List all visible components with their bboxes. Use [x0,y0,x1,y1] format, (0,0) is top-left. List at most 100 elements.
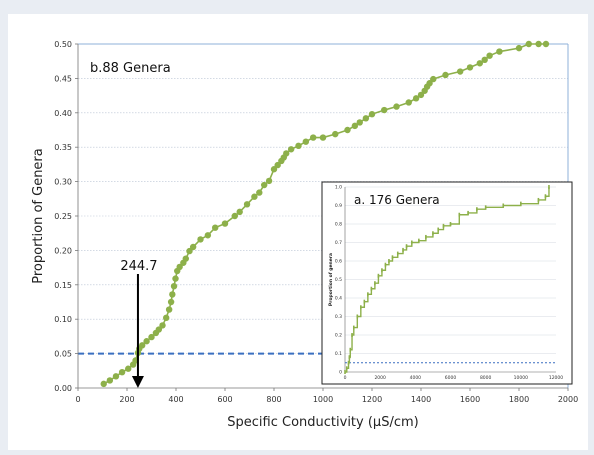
y-tick-label-6: 0.30 [54,178,72,187]
data-point [302,138,310,145]
y-axis-title: Proportion of Genera [31,148,46,284]
main-axes: 0.000.050.100.150.200.250.300.350.400.45… [31,40,578,430]
data-point [125,365,132,372]
y-tick-label-10: 0.50 [54,40,72,49]
inset-y-tick-label-8: 0.8 [335,222,342,228]
data-point [118,368,126,376]
y-tick-label-0: 0.00 [54,384,72,393]
data-point [486,52,493,59]
data-point [426,80,433,87]
data-point [170,282,178,290]
data-point [165,306,173,313]
data-point [319,134,327,141]
inset-panel-label: a. 176 Genera [354,193,440,207]
inset-data-point [351,333,353,337]
inset-y-tick-label-7: 0.7 [335,240,342,246]
inset-x-tick-label-5: 10000 [514,375,528,381]
inset-data-point [432,231,434,236]
main-series [100,40,550,388]
conductivity-chart: 244.7 0.000.050.100.150.200.250.300.350.… [31,40,578,430]
inset-data-point [458,212,461,217]
data-point [496,48,503,55]
data-point [362,115,370,122]
y-tick-label-1: 0.05 [54,350,72,359]
inset-data-point [548,185,550,189]
data-point [393,103,400,110]
figure-frame: 244.7 0.00 0.05 0.10 0.15 0.20 0.25 0.30 0.35 0.… [8,14,588,450]
inset-data-point [411,240,413,245]
data-point [368,110,376,118]
data-point [256,189,263,196]
inset-data-point [437,227,439,232]
inset-data-point [381,268,383,273]
data-point [155,326,163,333]
inset-data-point [374,281,376,286]
inset-y-axis-title: Proportion of genera [328,253,334,306]
data-point [351,122,359,130]
inset-data-point [396,251,399,256]
y-tick-label-5: 0.25 [54,212,72,221]
x-tick-label-8: 1600 [460,395,480,404]
data-point [159,322,166,329]
inset-data-point [345,366,348,371]
data-point [212,224,219,231]
inset-data-point [520,201,522,206]
inset-data-point [418,238,420,243]
data-point [442,71,449,79]
inset-data-point [405,244,408,249]
inset-data-point [544,194,547,199]
inset-data-point [467,210,469,215]
data-point [148,333,155,341]
inset-y-tick-label-10: 1.0 [335,185,342,191]
y-tick-label-2: 0.10 [54,315,72,324]
inset-box [321,181,573,385]
y-tick-label-7: 0.35 [54,143,72,152]
inset-data-point [388,259,390,263]
inset-y-tick-label-0: 0 [339,370,342,376]
data-point [525,40,532,48]
data-point [204,232,212,239]
inset-data-point [352,325,355,330]
data-point [476,60,483,67]
data-point [515,44,523,52]
inset-x-tick-label-3: 6000 [445,375,457,381]
inset-data-point [484,205,487,210]
inset-data-point [476,207,478,212]
data-point [182,255,189,262]
data-point [412,95,420,102]
x-axis-title: Specific Conductivity (µS/cm) [227,415,418,430]
data-point [176,263,183,271]
data-point [381,106,388,114]
data-point [143,338,150,345]
x-tick-label-6: 1200 [362,395,382,404]
x-tick-label-9: 1800 [509,395,529,404]
inset-x-tick-label-6: 12000 [549,375,563,381]
data-point [221,220,229,227]
y-tick-label-3: 0.15 [54,281,72,290]
data-point [197,236,204,243]
inset-data-point [347,360,350,365]
data-point [274,161,281,169]
inset-chart: 0 0.1 0.2 0.3 0.4 0.5 0.6 0.7 0.8 0.9 1.0 0 2000 4000… [321,181,573,385]
data-point [466,64,474,71]
inset-y-tick-label-6: 0.6 [335,259,342,265]
inset-data-point [344,370,346,374]
inset-data-point [363,299,366,304]
data-point [310,134,317,141]
data-point [270,166,278,173]
y-tick-label-9: 0.45 [54,74,72,83]
inset-data-point [449,222,452,226]
data-point [430,75,437,83]
data-point [243,201,251,208]
main-annotation: 244.7 [120,259,158,388]
inset-y-tick-label-1: 0.1 [335,351,342,357]
annotation-arrowhead [131,376,144,388]
x-tick-label-4: 800 [266,395,281,404]
data-point [172,275,179,282]
data-point [457,68,464,75]
inset-data-point [425,234,427,239]
inset-y-tick-label-5: 0.5 [335,277,342,283]
data-point [535,40,542,48]
data-point [106,377,114,384]
data-point [163,314,170,322]
